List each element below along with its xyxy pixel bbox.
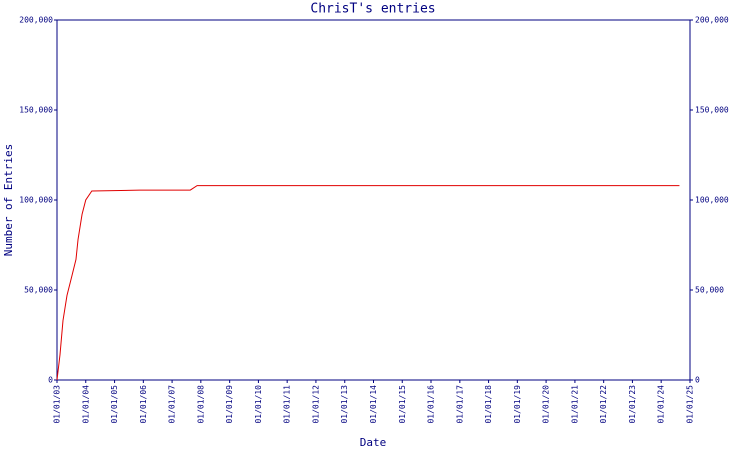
y2-tick-label: 100,000 [695, 196, 729, 205]
x-tick-label: 01/01/13 [340, 385, 349, 424]
x-tick-label: 01/01/10 [254, 385, 263, 424]
x-tick-label: 01/01/17 [455, 385, 464, 424]
x-tick-label: 01/01/09 [225, 385, 234, 424]
y-tick-label: 50,000 [24, 286, 53, 295]
x-tick-label: 01/01/15 [398, 385, 407, 424]
x-tick-label: 01/01/20 [542, 385, 551, 424]
x-tick-label: 01/01/05 [110, 385, 119, 424]
x-tick-label: 01/01/12 [311, 385, 320, 424]
x-tick-label: 01/01/03 [53, 385, 62, 424]
x-tick-label: 01/01/25 [686, 385, 695, 424]
y2-tick-label: 200,000 [695, 16, 729, 25]
x-tick-label: 01/01/06 [139, 385, 148, 424]
x-axis-label: Date [360, 436, 387, 449]
x-tick-label: 01/01/23 [628, 385, 637, 424]
x-tick-label: 01/01/24 [657, 385, 666, 424]
x-tick-label: 01/01/22 [599, 385, 608, 424]
x-tick-label: 01/01/18 [484, 385, 493, 424]
x-tick-label: 01/01/11 [283, 385, 292, 424]
x-tick-label: 01/01/19 [513, 385, 522, 424]
x-tick-label: 01/01/21 [570, 385, 579, 424]
chart-title: ChrisT's entries [310, 2, 435, 17]
x-tick-label: 01/01/07 [168, 385, 177, 424]
y-tick-label: 150,000 [19, 106, 53, 115]
y-tick-label: 0 [48, 376, 53, 385]
y2-tick-label: 150,000 [695, 106, 729, 115]
y-axis-label: Number of Entries [2, 144, 15, 257]
x-tick-label: 01/01/16 [427, 385, 436, 424]
data-line [56, 185, 680, 381]
plot-frame [56, 19, 691, 381]
y2-tick-label: 0 [695, 376, 700, 385]
y-tick-label: 100,000 [19, 196, 53, 205]
x-tick-label: 01/01/14 [369, 385, 378, 424]
x-tick-label: 01/01/04 [81, 385, 90, 424]
y-tick-label: 200,000 [19, 16, 53, 25]
x-tick-label: 01/01/08 [196, 385, 205, 424]
y2-tick-label: 50,000 [695, 286, 724, 295]
